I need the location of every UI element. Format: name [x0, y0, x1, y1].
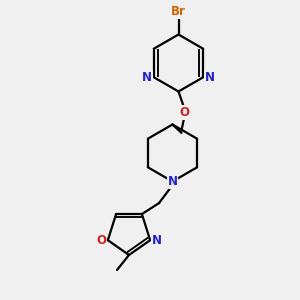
Text: O: O — [96, 234, 106, 247]
Text: N: N — [142, 71, 152, 84]
Text: O: O — [179, 106, 190, 119]
Text: Br: Br — [171, 5, 186, 18]
Text: N: N — [205, 71, 215, 84]
Text: N: N — [152, 234, 162, 247]
Text: N: N — [167, 175, 178, 188]
